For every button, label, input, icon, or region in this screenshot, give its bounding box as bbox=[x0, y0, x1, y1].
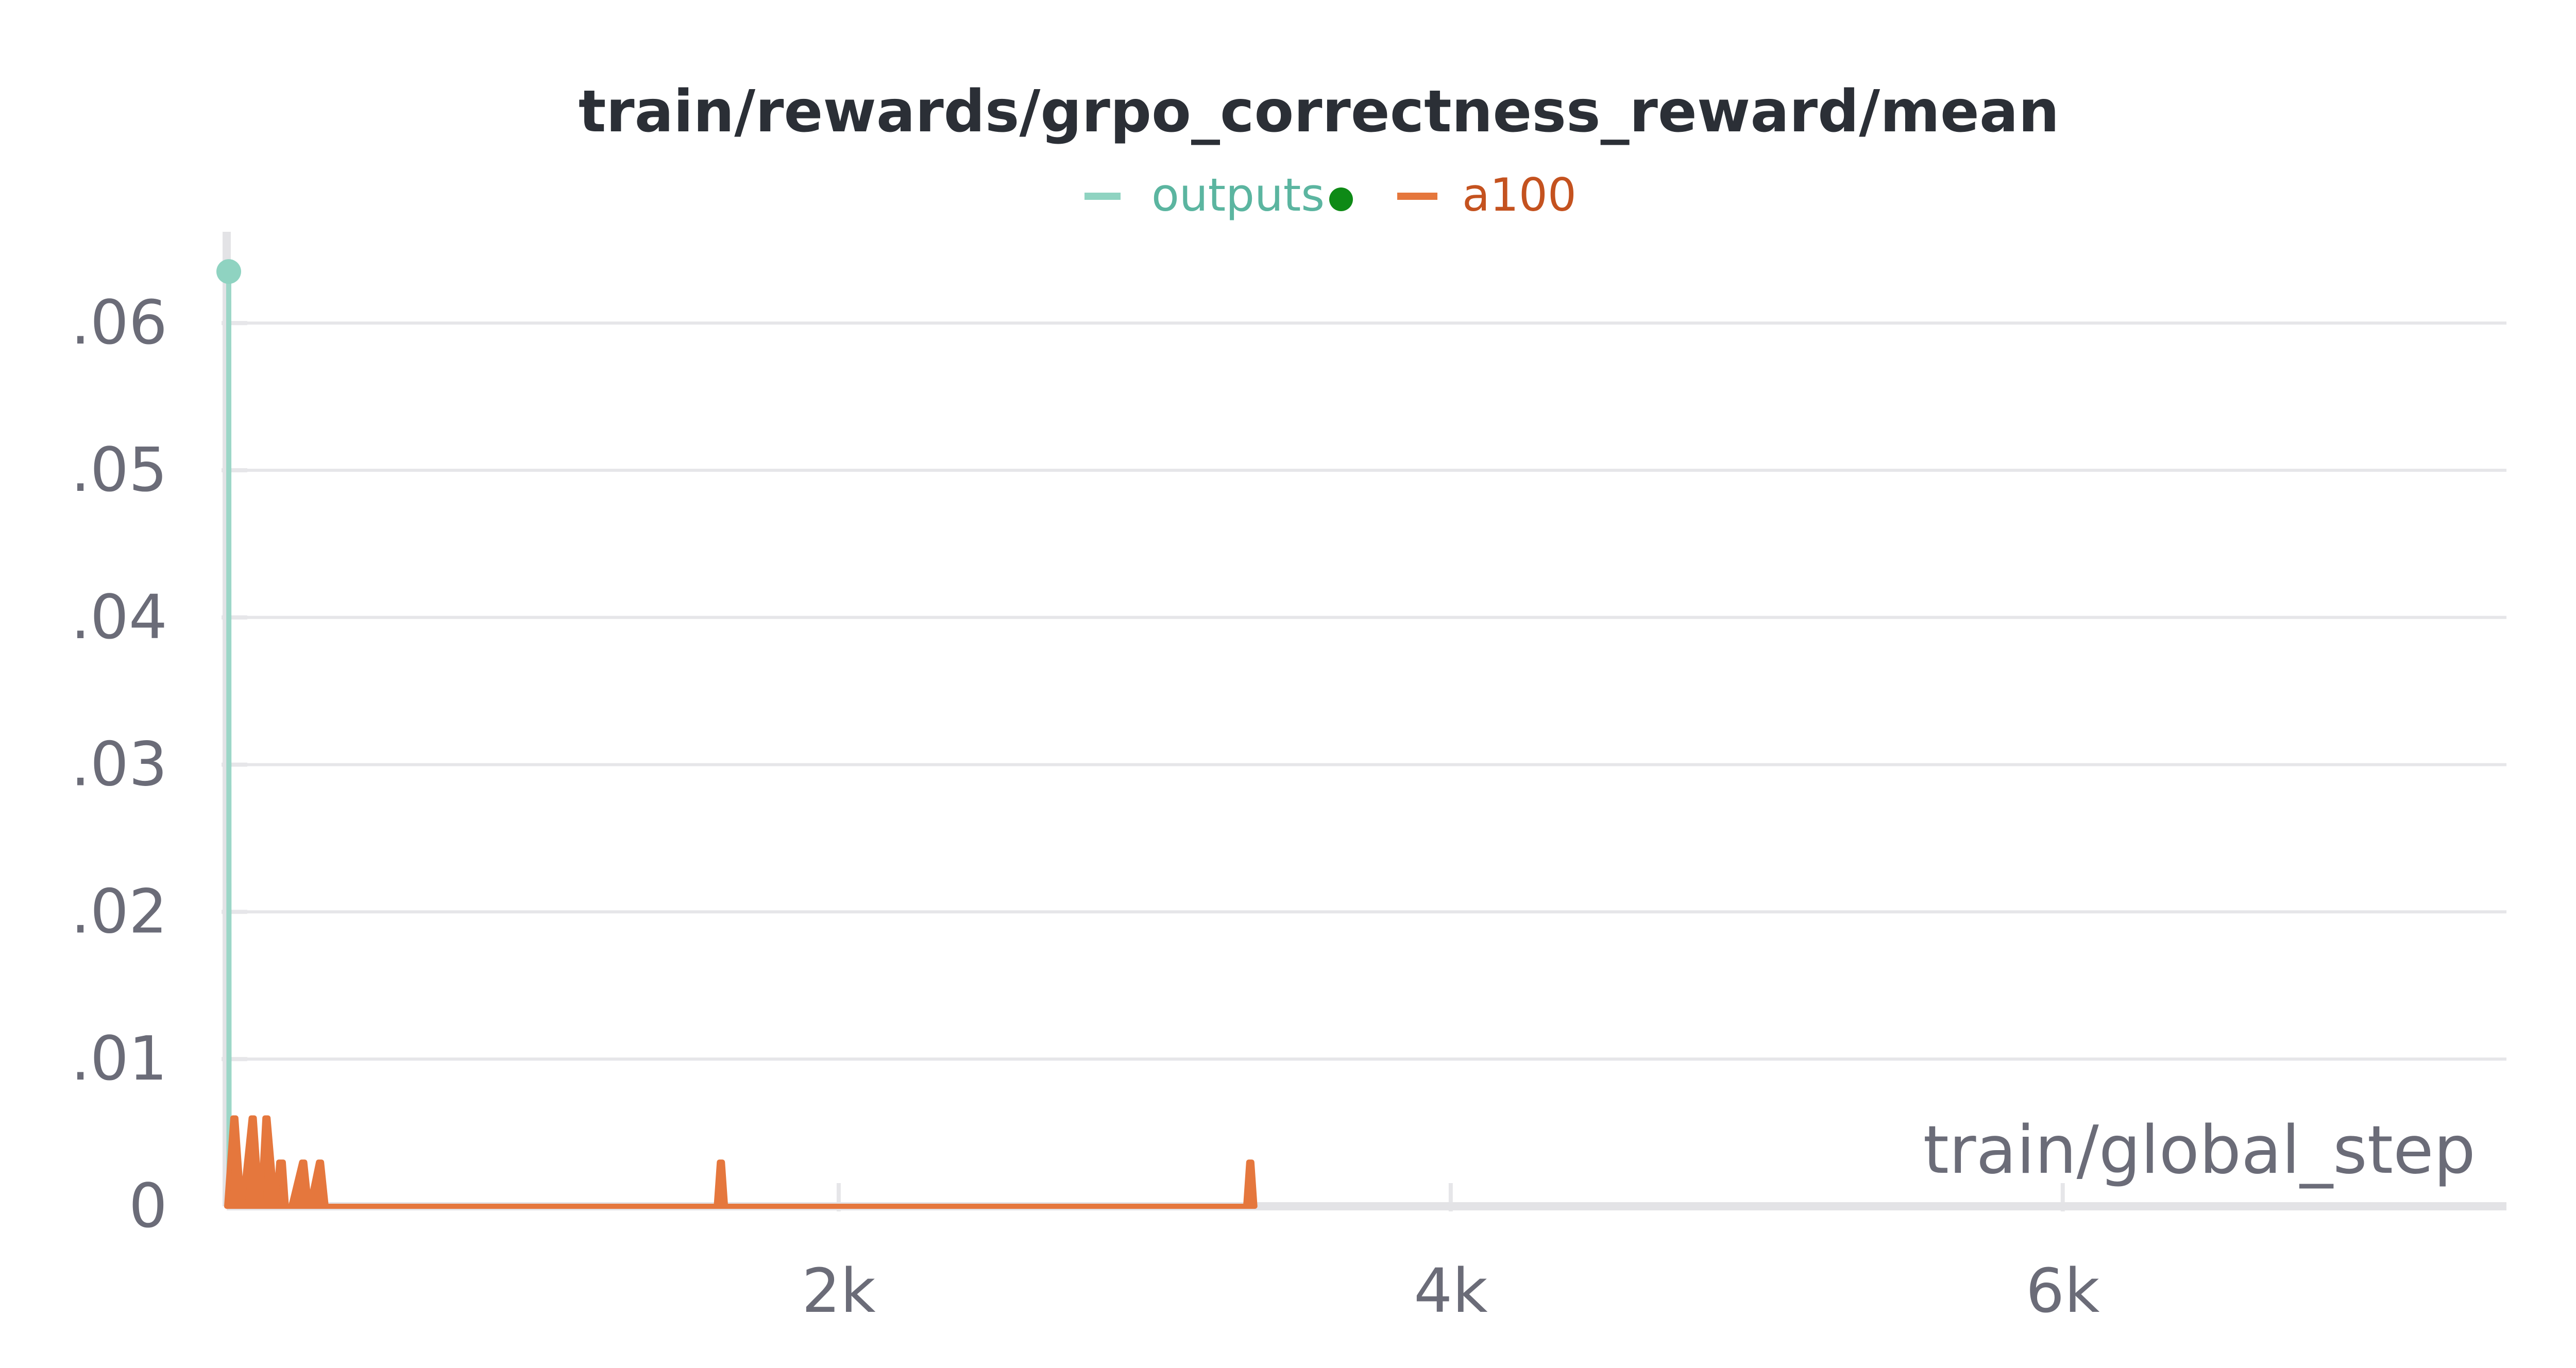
legend: outputs a100 bbox=[1084, 168, 1577, 221]
data-point-a100 bbox=[718, 1160, 721, 1164]
data-point-a100 bbox=[317, 1160, 320, 1164]
y-tick-label: .03 bbox=[71, 729, 167, 800]
series-a100 bbox=[224, 1115, 1258, 1209]
data-point-a100 bbox=[249, 1116, 253, 1120]
data-point-outputs bbox=[216, 259, 241, 284]
y-tick-label: .06 bbox=[71, 287, 167, 358]
y-tick-label: .05 bbox=[71, 434, 167, 505]
grid bbox=[227, 321, 2506, 1061]
series-line-a100 bbox=[224, 1115, 1258, 1209]
legend-label-a100: a100 bbox=[1462, 168, 1577, 221]
x-axis-label: train/global_step bbox=[1923, 1112, 2476, 1189]
legend-label-outputs: outputs bbox=[1151, 168, 1325, 221]
chart-title: train/rewards/grpo_correctness_reward/me… bbox=[579, 78, 2059, 145]
data-point-a100 bbox=[277, 1160, 280, 1164]
data-point-a100 bbox=[303, 1160, 307, 1164]
data-point-a100 bbox=[281, 1160, 285, 1164]
data-point-a100 bbox=[320, 1160, 324, 1164]
data-point-a100 bbox=[1247, 1160, 1250, 1164]
series-outputs bbox=[216, 259, 241, 1207]
data-point-a100 bbox=[231, 1116, 234, 1120]
y-tick-label: .01 bbox=[71, 1023, 167, 1094]
data-point-a100 bbox=[1250, 1160, 1253, 1164]
x-tick-label: 2k bbox=[802, 1255, 875, 1326]
data-point-a100 bbox=[721, 1160, 724, 1164]
data-point-a100 bbox=[263, 1116, 267, 1120]
y-tick-label: .02 bbox=[71, 876, 167, 947]
data-point-a100 bbox=[234, 1116, 238, 1120]
data-point-a100 bbox=[252, 1116, 256, 1120]
y-tick-label: .04 bbox=[71, 582, 167, 653]
x-tick-label: 4k bbox=[1414, 1255, 1487, 1326]
axes bbox=[222, 232, 2506, 1211]
data-point-a100 bbox=[300, 1160, 303, 1164]
data-point-a100 bbox=[266, 1116, 270, 1120]
series-layer bbox=[216, 259, 1258, 1209]
legend-active-dot-icon bbox=[1329, 187, 1353, 211]
x-tick-label: 6k bbox=[2026, 1255, 2099, 1326]
y-tick-label: 0 bbox=[129, 1170, 167, 1241]
labels-layer: 0 .01 .02 .03 .04 .05 .06 2k 4k 6k train/global_st… bbox=[71, 287, 2476, 1326]
